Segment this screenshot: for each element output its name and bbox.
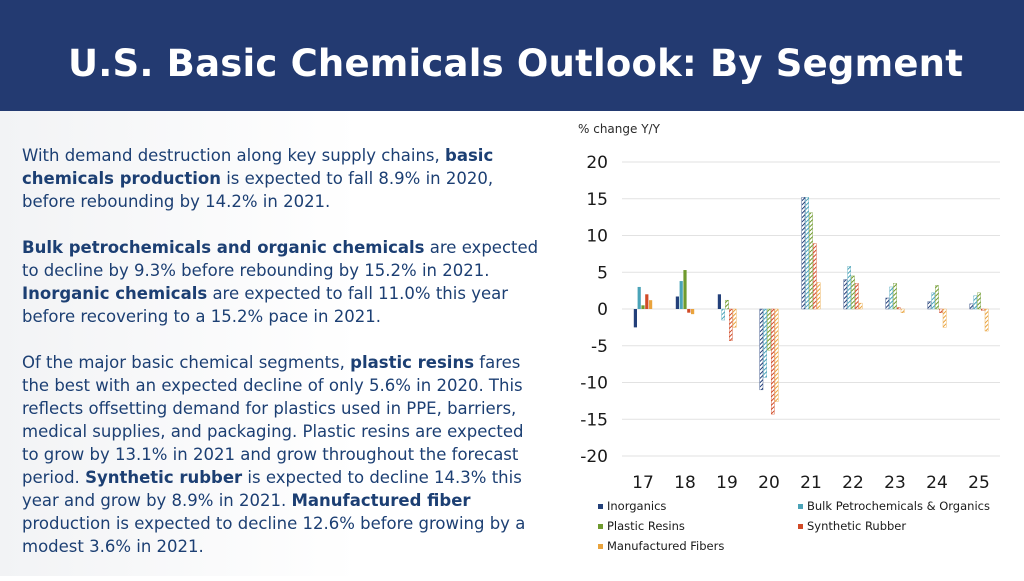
bar-synthetic-rubber-22 xyxy=(855,283,859,310)
bar-synthetic-rubber-17 xyxy=(645,294,649,309)
bar-plastic-resins-20 xyxy=(767,308,771,351)
x-tick-label: 25 xyxy=(968,473,990,493)
body-text: are expected to decline by 9.3% before r… xyxy=(22,238,539,280)
legend-entry: Synthetic Rubber xyxy=(807,519,906,533)
legend-swatch xyxy=(798,504,803,509)
legend-swatch xyxy=(598,544,603,549)
bar-bulk-petrochemicals-organics-21 xyxy=(805,197,810,310)
y-tick-label: 0 xyxy=(597,300,608,320)
x-tick-label: 23 xyxy=(884,473,906,493)
x-tick-label: 20 xyxy=(758,473,780,493)
bar-plastic-resins-18 xyxy=(683,270,687,309)
header-banner: U.S. Basic Chemicals Outlook: By Segment xyxy=(0,0,1024,111)
bar-inorganics-25 xyxy=(969,303,974,310)
y-tick-label: -10 xyxy=(580,374,608,394)
highlight-text: Synthetic rubber xyxy=(85,468,243,487)
bar-bulk-petrochemicals-organics-25 xyxy=(973,295,978,310)
bar-bulk-petrochemicals-organics-20 xyxy=(763,308,768,378)
body-text: is expected to decline 14.3% this year a… xyxy=(22,468,522,510)
y-axis-label: % change Y/Y xyxy=(578,122,661,136)
bar-synthetic-rubber-24 xyxy=(939,308,943,313)
legend-swatch xyxy=(598,524,603,529)
bar-inorganics-19 xyxy=(717,294,721,309)
bar-bulk-petrochemicals-organics-18 xyxy=(679,281,683,309)
paragraph-2: Bulk petrochemicals and organic chemical… xyxy=(22,236,542,328)
bar-bulk-petrochemicals-organics-22 xyxy=(847,266,852,310)
x-tick-label: 17 xyxy=(632,473,654,493)
bar-inorganics-23 xyxy=(885,297,890,310)
bar-plastic-resins-25 xyxy=(977,292,981,310)
paragraph-3: Of the major basic chemical segments, pl… xyxy=(22,351,542,558)
y-tick-label: 15 xyxy=(586,190,608,210)
x-tick-label: 22 xyxy=(842,473,864,493)
bar-inorganics-22 xyxy=(843,279,848,310)
bar-plastic-resins-21 xyxy=(809,212,813,310)
paragraph-1: With demand destruction along key supply… xyxy=(22,144,542,213)
bar-manufactured-fibers-19 xyxy=(732,308,737,328)
bar-plastic-resins-24 xyxy=(935,285,939,310)
bar-bulk-petrochemicals-organics-17 xyxy=(637,286,641,309)
bar-plastic-resins-19 xyxy=(725,299,729,310)
page-title: U.S. Basic Chemicals Outlook: By Segment xyxy=(68,42,964,85)
highlight-text: Bulk petrochemicals and organic chemical… xyxy=(22,238,425,257)
bar-plastic-resins-17 xyxy=(641,305,645,309)
body-text: is expected to fall 8.9% in 2020, before… xyxy=(22,169,494,211)
bar-manufactured-fibers-17 xyxy=(649,300,653,309)
y-tick-label: 20 xyxy=(586,153,608,173)
bar-synthetic-rubber-19 xyxy=(728,308,733,341)
legend-swatch xyxy=(598,504,603,509)
y-tick-label: 10 xyxy=(586,227,608,247)
bar-manufactured-fibers-18 xyxy=(691,309,695,315)
legend-entry: Bulk Petrochemicals & Organics xyxy=(807,499,990,513)
bar-manufactured-fibers-20 xyxy=(774,308,779,402)
legend-swatch xyxy=(798,524,803,529)
x-tick-label: 19 xyxy=(716,473,738,493)
bar-bulk-petrochemicals-organics-19 xyxy=(721,308,726,321)
legend-entry: Inorganics xyxy=(607,499,666,513)
highlight-text: Inorganic chemicals xyxy=(22,284,208,303)
x-tick-label: 24 xyxy=(926,473,948,493)
x-tick-label: 21 xyxy=(800,473,822,493)
highlight-text: Manufactured fiber xyxy=(291,491,471,510)
y-tick-label: -5 xyxy=(591,337,608,357)
bar-synthetic-rubber-21 xyxy=(812,243,817,310)
y-tick-label: -15 xyxy=(580,410,608,430)
segment-chart: % change Y/Y 20 15 10 5 0 -5 -10 -15 -20 17 18 19 20 2… xyxy=(578,122,1000,553)
bar-synthetic-rubber-25 xyxy=(981,308,985,311)
bar-manufactured-fibers-25 xyxy=(984,308,989,332)
body-text: Of the major basic chemical segments, xyxy=(22,353,351,372)
x-tick-label: 18 xyxy=(674,473,696,493)
body-text: production is expected to decline 12.6% … xyxy=(22,514,526,556)
legend-entry: Plastic Resins xyxy=(607,519,685,533)
highlight-text: plastic resins xyxy=(350,353,475,372)
body-text: are expected to fall 11.0% this year bef… xyxy=(22,284,509,326)
summary-text: With demand destruction along key supply… xyxy=(22,144,542,581)
body-text: With demand destruction along key supply… xyxy=(22,146,446,165)
bar-inorganics-18 xyxy=(675,296,679,309)
bar-inorganics-24 xyxy=(927,301,932,310)
bar-inorganics-20 xyxy=(759,308,764,391)
bar-manufactured-fibers-21 xyxy=(816,282,821,310)
bar-manufactured-fibers-23 xyxy=(900,308,905,313)
bar-manufactured-fibers-22 xyxy=(858,302,863,310)
bar-manufactured-fibers-24 xyxy=(942,308,947,328)
bar-plastic-resins-23 xyxy=(893,283,897,310)
bar-synthetic-rubber-23 xyxy=(897,307,901,310)
highlight-text: basic chemicals production xyxy=(22,146,494,188)
body-text: fares the best with an expected decline … xyxy=(22,353,524,487)
y-tick-label: 5 xyxy=(597,263,608,283)
bar-bulk-petrochemicals-organics-24 xyxy=(931,292,936,310)
bar-plastic-resins-22 xyxy=(851,275,855,310)
bar-synthetic-rubber-18 xyxy=(687,309,691,313)
bar-inorganics-21 xyxy=(801,197,806,310)
bar-inorganics-17 xyxy=(633,309,637,328)
bar-bulk-petrochemicals-organics-23 xyxy=(889,286,894,310)
content-area xyxy=(0,111,1024,576)
legend-entry: Manufactured Fibers xyxy=(607,539,724,553)
bar-synthetic-rubber-20 xyxy=(770,308,775,415)
y-tick-label: -20 xyxy=(580,447,608,467)
